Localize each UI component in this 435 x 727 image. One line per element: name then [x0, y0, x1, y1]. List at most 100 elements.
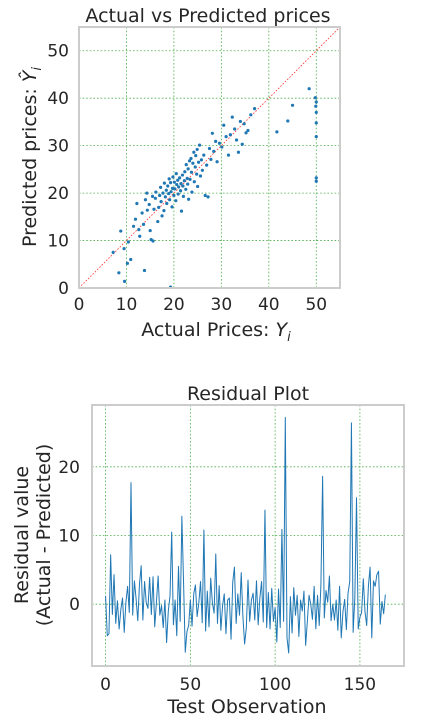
- scatter-x-tick-label: 0: [74, 295, 85, 315]
- scatter-point: [173, 187, 177, 191]
- scatter-point: [167, 191, 171, 196]
- scatter-point: [156, 219, 160, 224]
- scatter-point: [178, 176, 182, 180]
- scatter-point: [174, 172, 178, 176]
- scatter-point: [314, 100, 318, 104]
- scatter-point: [148, 228, 152, 233]
- scatter-points: [111, 87, 318, 289]
- scatter-point: [275, 130, 279, 134]
- scatter-point: [122, 247, 126, 251]
- scatter-point: [168, 181, 173, 185]
- residual-x-tick-label: 150: [344, 675, 376, 695]
- scatter-point: [161, 191, 165, 195]
- scatter-point: [183, 170, 187, 174]
- scatter-y-tick-label: 50: [47, 42, 69, 62]
- scatter-point: [141, 222, 146, 227]
- scatter-point: [192, 150, 196, 154]
- scatter-point: [142, 268, 147, 273]
- scatter-point: [179, 182, 183, 186]
- scatter-point: [198, 174, 203, 178]
- scatter-point: [178, 189, 183, 193]
- scatter-point: [191, 161, 195, 165]
- scatter-point: [186, 167, 190, 171]
- scatter-point: [158, 193, 162, 198]
- scatter-y-tick-label: 10: [47, 232, 69, 252]
- scatter-x-label-symbol: Y: [276, 319, 289, 341]
- scatter-frame: [78, 26, 341, 289]
- scatter-point: [157, 205, 161, 209]
- residual-chart: Residual Plot 0 50 100 150 0 10 20 Test Obser…: [11, 383, 405, 718]
- scatter-point: [233, 127, 237, 131]
- scatter-point: [152, 207, 156, 211]
- scatter-point: [125, 261, 129, 265]
- scatter-point: [163, 195, 167, 199]
- scatter-point: [111, 250, 115, 255]
- scatter-point: [179, 209, 184, 213]
- scatter-y-tick-label: 40: [47, 89, 69, 109]
- scatter-point: [185, 176, 189, 180]
- scatter-point: [133, 217, 138, 221]
- scatter-x-tick-label: 20: [163, 295, 185, 315]
- scatter-point: [210, 131, 214, 135]
- scatter-point: [199, 158, 204, 162]
- scatter-point: [159, 185, 163, 189]
- scatter-point: [252, 107, 257, 111]
- residual-y-label-line2: (Actual - Predicted): [33, 444, 55, 626]
- scatter-x-label-text: Actual Prices:: [141, 319, 275, 341]
- scatter-point: [138, 234, 142, 238]
- scatter-point: [314, 135, 318, 139]
- residual-y-tick-label: 10: [58, 527, 80, 547]
- scatter-point: [209, 157, 213, 161]
- scatter-point: [314, 121, 318, 125]
- scatter-x-tick-label: 30: [211, 295, 233, 315]
- scatter-x-label-subscript: i: [287, 330, 291, 345]
- scatter-point: [222, 123, 226, 127]
- scatter-x-tick-label: 40: [258, 295, 280, 315]
- residual-x-ticks: 0 50 100 150: [100, 675, 376, 695]
- scatter-point: [170, 205, 174, 209]
- scatter-point: [151, 239, 155, 243]
- scatter-point: [207, 146, 212, 151]
- scatter-point: [190, 190, 194, 194]
- scatter-x-ticks: 0 10 20 30 40 50: [74, 295, 328, 315]
- scatter-point: [314, 104, 318, 108]
- scatter-point: [314, 110, 318, 115]
- residual-x-tick-label: 0: [100, 675, 111, 695]
- scatter-point: [171, 175, 175, 179]
- scatter-point: [313, 96, 317, 100]
- reference-line: [78, 26, 341, 289]
- scatter-point: [195, 147, 199, 152]
- scatter-point: [314, 176, 318, 180]
- scatter-point: [147, 202, 151, 207]
- scatter-point: [194, 154, 198, 158]
- scatter-x-label: Actual Prices: Yi: [141, 319, 291, 345]
- scatter-point: [164, 188, 168, 192]
- scatter-point: [117, 271, 121, 275]
- scatter-y-label-symbol: Ŷ: [17, 69, 41, 82]
- scatter-point: [187, 197, 191, 201]
- scatter-point: [188, 177, 192, 181]
- residual-y-tick-label: 0: [69, 595, 80, 615]
- scatter-point: [193, 165, 197, 169]
- scatter-y-ticks: 0 10 20 30 40 50: [47, 42, 69, 299]
- scatter-point: [192, 180, 196, 184]
- scatter-point: [168, 198, 172, 202]
- scatter-point: [167, 177, 171, 181]
- scatter-point: [217, 141, 222, 145]
- scatter-point: [307, 87, 311, 91]
- scatter-point: [215, 160, 219, 164]
- scatter-point: [181, 194, 185, 199]
- scatter-point: [214, 139, 218, 143]
- residual-title: Residual Plot: [187, 383, 309, 405]
- scatter-point: [162, 181, 167, 185]
- scatter-point: [244, 131, 248, 135]
- scatter-point: [177, 185, 181, 189]
- scatter-point: [184, 187, 188, 191]
- scatter-point: [184, 163, 188, 167]
- scatter-point: [238, 119, 242, 124]
- scatter-point: [122, 279, 127, 283]
- scatter-point: [189, 156, 193, 161]
- scatter-x-tick-label: 50: [305, 295, 327, 315]
- scatter-point: [175, 182, 179, 187]
- scatter-point: [242, 122, 246, 126]
